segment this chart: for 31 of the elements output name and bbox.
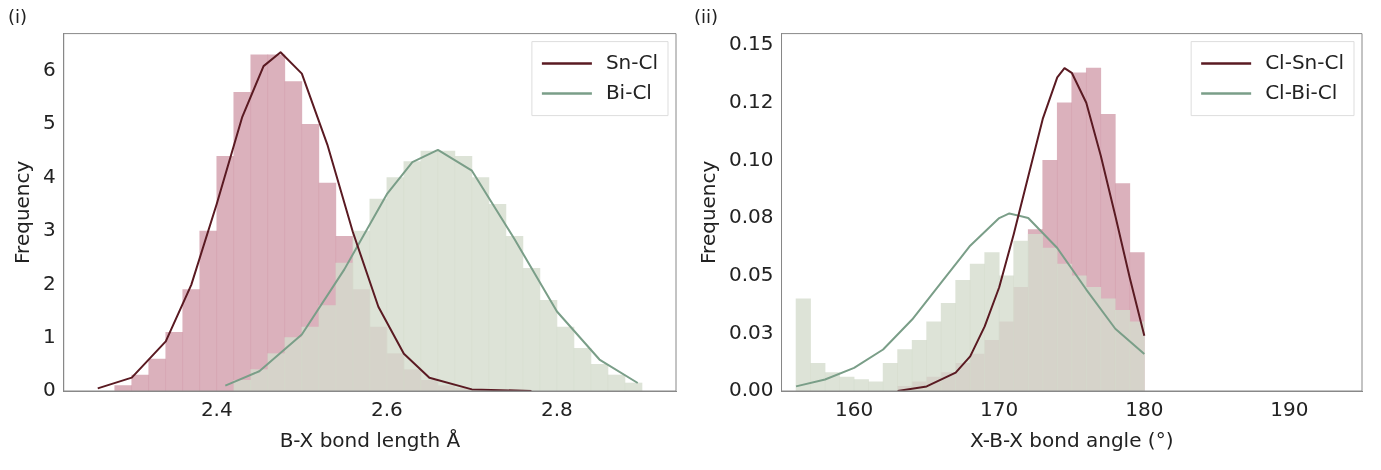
x-tick-label: 160 (835, 397, 874, 422)
y-tick-label: 2 (42, 270, 56, 295)
legend-label: Cl-Sn-Cl (1265, 49, 1345, 74)
x-tick-label: 170 (980, 397, 1019, 422)
legend-label: Bi-Cl (605, 79, 652, 104)
x-tick-label: 2.4 (200, 397, 233, 422)
y-tick-label: 0.12 (729, 88, 774, 113)
y-tick-label: 0 (42, 377, 56, 402)
legend-label: Cl-Bi-Cl (1265, 79, 1338, 104)
x-tick-label: 2.6 (370, 397, 403, 422)
legend-label: Sn-Cl (605, 49, 658, 74)
y-axis-title: Frequency (696, 160, 721, 264)
y-tick-label: 3 (42, 217, 56, 242)
y-tick-label: 0.15 (729, 31, 774, 56)
y-axis-title: Frequency (10, 160, 35, 264)
y-tick-label: 0.08 (729, 204, 774, 229)
y-tick-label: 4 (42, 163, 56, 188)
y-tick-label: 0.10 (729, 146, 774, 171)
x-tick-label: 2.8 (541, 397, 573, 422)
y-tick-label: 1 (42, 323, 56, 348)
chart-title: (ii) (694, 6, 719, 28)
y-tick-label: 0.05 (729, 261, 774, 286)
y-tick-label: 5 (42, 110, 56, 135)
y-tick-label: 0.00 (729, 377, 774, 402)
x-tick-label: 190 (1270, 397, 1309, 422)
x-axis-title: X-B-X bond angle (°) (970, 428, 1174, 453)
y-tick-label: 0.03 (729, 319, 774, 344)
x-tick-label: 180 (1125, 397, 1164, 422)
y-tick-label: 6 (42, 57, 56, 82)
chart-title: (i) (8, 6, 28, 28)
x-axis-title: B-X bond length Å (279, 428, 461, 453)
